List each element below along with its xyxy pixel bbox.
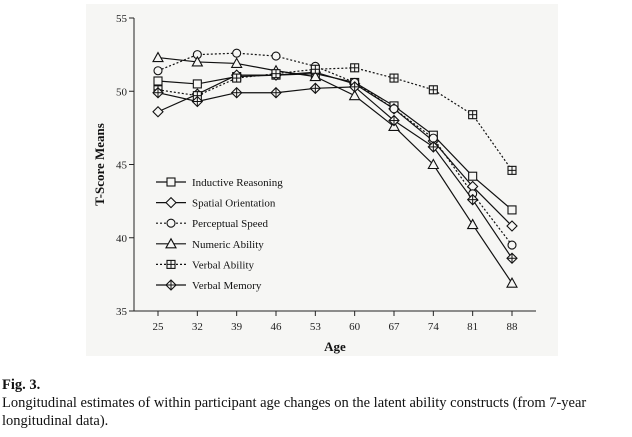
legend-label: Numeric Ability bbox=[192, 239, 264, 251]
data-point-s2-25 bbox=[152, 105, 164, 118]
legend-marker bbox=[165, 196, 177, 209]
legend-item-1: Inductive Reasoning bbox=[156, 177, 283, 189]
legend-marker bbox=[165, 237, 177, 249]
x-tick-label: 39 bbox=[231, 321, 243, 333]
series-layer bbox=[152, 48, 518, 288]
y-axis-title: T-Score Means bbox=[92, 123, 107, 206]
y-axis-ticks: 35 40 45 50 55 bbox=[116, 13, 134, 318]
data-point-s3-39 bbox=[232, 48, 242, 58]
legend-marker bbox=[166, 218, 176, 228]
data-point-s3-74 bbox=[428, 133, 438, 143]
data-point-s4-74 bbox=[427, 158, 440, 170]
data-point-s1-25 bbox=[153, 76, 163, 86]
x-tick-label: 67 bbox=[389, 321, 401, 333]
x-tick-label: 46 bbox=[271, 321, 283, 333]
data-point-s4-88 bbox=[506, 277, 518, 288]
data-point-s3-46 bbox=[271, 51, 281, 61]
legend-marker bbox=[166, 177, 176, 187]
data-point-s4-53 bbox=[309, 70, 322, 82]
y-tick-label: 50 bbox=[116, 86, 128, 98]
series-5 bbox=[153, 63, 517, 175]
y-tick-label: 35 bbox=[116, 306, 128, 318]
legend-label: Verbal Ability bbox=[192, 259, 255, 271]
legend-label: Inductive Reasoning bbox=[192, 177, 283, 189]
data-point-s3-67 bbox=[389, 104, 399, 114]
data-point-s4-60 bbox=[348, 89, 361, 101]
legend-item-4: Numeric Ability bbox=[156, 237, 264, 251]
data-point-s3-25 bbox=[153, 66, 163, 76]
series-line-1 bbox=[157, 73, 513, 211]
legend-label: Perceptual Speed bbox=[192, 218, 269, 230]
chart-figure: 35 40 45 50 55 25 32 39 46 53 60 67 74 81 88 Inductiv… bbox=[86, 4, 558, 356]
data-point-s4-39 bbox=[230, 57, 243, 68]
x-tick-label: 25 bbox=[153, 321, 165, 333]
x-tick-label: 88 bbox=[507, 321, 519, 333]
legend-item-6: Verbal Memory bbox=[156, 279, 262, 292]
legend: Inductive Reasoning Spatial Orientation Pe… bbox=[156, 177, 283, 292]
series-1 bbox=[153, 69, 517, 215]
x-axis-title: Age bbox=[324, 339, 346, 354]
figure-caption: Fig. 3. Longitudinal estimates of within… bbox=[2, 376, 630, 430]
legend-label: Spatial Orientation bbox=[192, 198, 276, 210]
data-point-s4-32 bbox=[191, 55, 204, 67]
series-line-2 bbox=[157, 71, 513, 227]
legend-label: Verbal Memory bbox=[192, 280, 262, 292]
legend-item-2: Spatial Orientation bbox=[156, 196, 276, 210]
series-line-4 bbox=[157, 56, 513, 284]
data-point-s1-32 bbox=[192, 79, 202, 89]
data-point-s3-88 bbox=[507, 240, 517, 250]
data-point-s2-88 bbox=[506, 220, 518, 232]
x-tick-label: 53 bbox=[310, 321, 322, 333]
y-tick-label: 45 bbox=[116, 160, 128, 172]
line-chart: 35 40 45 50 55 25 32 39 46 53 60 67 74 81 88 Inductiv… bbox=[92, 13, 536, 354]
caption-text: Longitudinal estimates of within partici… bbox=[2, 395, 587, 429]
x-tick-label: 60 bbox=[349, 321, 361, 333]
series-line-6 bbox=[157, 86, 513, 259]
y-tick-label: 40 bbox=[116, 233, 128, 245]
x-tick-label: 74 bbox=[428, 321, 440, 333]
x-axis-ticks: 25 32 39 46 53 60 67 74 81 88 bbox=[153, 311, 519, 333]
data-point-s4-81 bbox=[466, 218, 479, 230]
data-point-s1-88 bbox=[507, 205, 517, 215]
series-line-5 bbox=[157, 67, 513, 171]
x-tick-label: 32 bbox=[192, 321, 203, 333]
data-point-s4-25 bbox=[152, 51, 164, 63]
legend-item-5: Verbal Ability bbox=[156, 259, 255, 271]
x-tick-label: 81 bbox=[467, 321, 478, 333]
legend-item-3: Perceptual Speed bbox=[156, 218, 269, 230]
series-6 bbox=[152, 81, 518, 265]
data-point-s1-81 bbox=[468, 171, 478, 181]
y-tick-label: 55 bbox=[116, 13, 128, 25]
figure-label: Fig. 3. bbox=[2, 377, 41, 393]
